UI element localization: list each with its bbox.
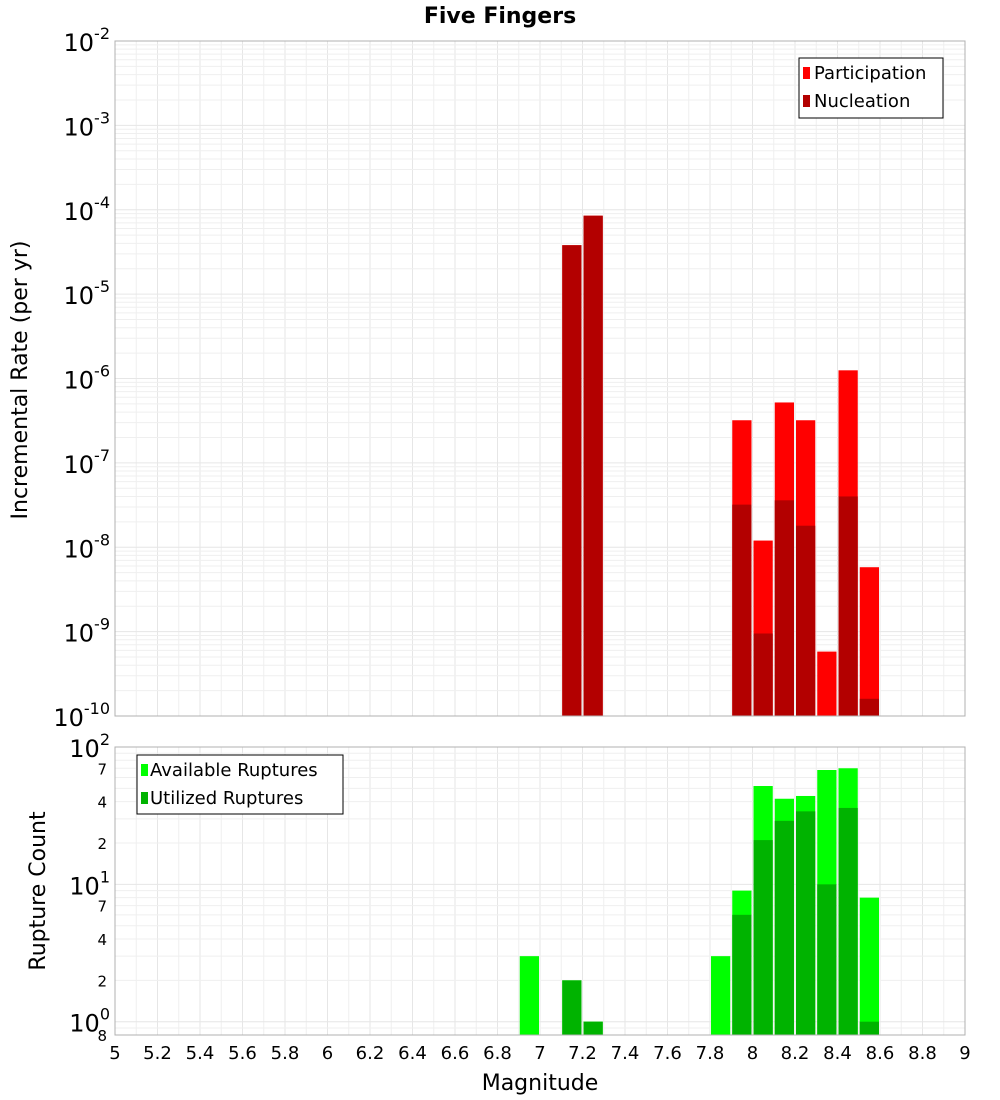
bottom-plot-y-minor-tick-label: 7 [97, 760, 107, 778]
bottom-plot-y-tick-label: 100 [69, 1005, 110, 1038]
bottom-plot-y-minor-tick-label: 4 [97, 931, 107, 949]
bottom-plot-y-axis-label: Rupture Count [26, 811, 51, 971]
bottom-plot-bar-utilized-ruptures [859, 1021, 879, 1035]
legend-label-available-ruptures: Available Ruptures [150, 760, 318, 781]
top-plot-bar-nucleation [838, 496, 858, 716]
bottom-plot-y-minor-tick-label: 7 [97, 898, 107, 916]
top-plot-bar-nucleation [774, 500, 794, 716]
bottom-plot-bar-utilized-ruptures [796, 811, 816, 1035]
bottom-plot-y-minor-tick-label: 2 [97, 835, 107, 853]
top-plot-y-tick-label: 10-8 [64, 530, 111, 563]
top-plot-y-tick-label: 10-5 [64, 277, 111, 310]
bottom-plot-bars [519, 768, 879, 1035]
x-tick-label: 7.6 [653, 1043, 682, 1064]
bottom-plot-bar-utilized-ruptures [562, 980, 582, 1035]
top-plot-bars [562, 215, 879, 717]
top-plot-legend: Participation Nucleation [798, 57, 944, 119]
chart-title: Five Fingers [424, 4, 576, 29]
bottom-plot-bar-utilized-ruptures [732, 914, 752, 1035]
bottom-plot-y-minor-tick-label: 2 [97, 972, 107, 990]
legend-swatch-participation [803, 67, 810, 79]
top-plot-bar-nucleation [583, 215, 603, 717]
x-tick-label: 8.2 [781, 1043, 810, 1064]
bottom-plot-y-minor-tick-label: 8 [97, 1027, 107, 1045]
bottom-plot-bar-utilized-ruptures [838, 807, 858, 1035]
top-plot-y-axis-label: Incremental Rate (per yr) [8, 241, 33, 520]
top-plot-y-tick-label: 10-3 [64, 108, 111, 141]
legend-swatch-utilized-ruptures [141, 792, 148, 804]
bottom-plot-bar-utilized-ruptures [583, 1021, 603, 1035]
top-plot-gridlines [114, 40, 966, 717]
bottom-plot-y-minor-tick-label: 4 [97, 794, 107, 812]
x-tick-label: 7.2 [568, 1043, 597, 1064]
x-tick-label: 9 [959, 1043, 970, 1064]
x-tick-label: 5.8 [271, 1043, 300, 1064]
x-axis-tick-labels: 5 5.2 5.4 5.6 5.8 6 6.2 6.4 6.6 6.8 7 7.2 7.4 7.6 7.8 8… [109, 1043, 970, 1064]
x-tick-label: 6.2 [356, 1043, 385, 1064]
bottom-plot-bar-available-ruptures [519, 956, 539, 1035]
top-plot-y-tick-label: 10-7 [64, 446, 111, 479]
x-tick-label: 8.8 [908, 1043, 937, 1064]
top-plot-bar-nucleation [796, 525, 816, 716]
x-tick-label: 6.6 [441, 1043, 470, 1064]
top-plot-y-tick-label: 10-4 [64, 193, 111, 226]
top-plot-frame [114, 40, 966, 717]
legend-swatch-nucleation [803, 95, 810, 107]
x-tick-label: 7.8 [696, 1043, 725, 1064]
bottom-plot-bar-available-ruptures [711, 956, 731, 1035]
legend-label-utilized-ruptures: Utilized Ruptures [150, 788, 303, 809]
top-plot-bar-nucleation [753, 633, 773, 716]
x-tick-label: 6 [322, 1043, 333, 1064]
x-axis-label: Magnitude [482, 1071, 599, 1096]
x-tick-label: 7.4 [611, 1043, 640, 1064]
x-tick-label: 8 [747, 1043, 758, 1064]
x-tick-label: 6.8 [483, 1043, 512, 1064]
bottom-plot-y-tick-label: 101 [69, 867, 110, 900]
x-tick-label: 5.4 [186, 1043, 215, 1064]
top-plot-y-tick-labels: 10-2 10-3 10-4 10-5 10-6 10-7 10-8 10-9 10-10 [53, 24, 110, 732]
top-plot-bar-nucleation [562, 245, 582, 717]
x-tick-label: 8.6 [866, 1043, 895, 1064]
legend-label-nucleation: Nucleation [814, 91, 910, 112]
legend-label-participation: Participation [814, 63, 926, 84]
bottom-plot-bar-utilized-ruptures [817, 884, 837, 1035]
x-tick-label: 8.4 [823, 1043, 852, 1064]
x-tick-label: 7 [534, 1043, 545, 1064]
legend-swatch-available-ruptures [141, 764, 148, 776]
top-plot-bar-participation [859, 567, 879, 716]
x-tick-label: 5.2 [143, 1043, 172, 1064]
top-plot-bar-nucleation [732, 504, 752, 716]
top-plot-y-tick-label: 10-10 [53, 699, 110, 732]
bottom-plot-frame [114, 746, 966, 1036]
top-plot-y-tick-label: 10-2 [64, 24, 111, 57]
bottom-plot-bar-available-ruptures [859, 897, 879, 1035]
top-plot-y-tick-label: 10-9 [64, 615, 111, 648]
bottom-plot-y-tick-label: 102 [69, 730, 110, 763]
x-tick-label: 6.4 [398, 1043, 427, 1064]
x-tick-label: 5 [109, 1043, 120, 1064]
bottom-plot-legend: Available Ruptures Utilized Ruptures [136, 754, 344, 815]
top-legend-box [798, 57, 944, 119]
bottom-plot-y-tick-labels: 102 101 100 7 4 2 7 4 2 8 [69, 730, 110, 1045]
top-plot-bar-participation [817, 651, 837, 716]
top-plot-y-tick-label: 10-6 [64, 362, 111, 395]
bottom-plot-bar-utilized-ruptures [753, 840, 773, 1035]
x-tick-label: 5.6 [228, 1043, 257, 1064]
top-plot-bar-nucleation [859, 698, 879, 716]
bottom-legend-box [136, 754, 344, 815]
bottom-plot-bar-utilized-ruptures [774, 820, 794, 1035]
